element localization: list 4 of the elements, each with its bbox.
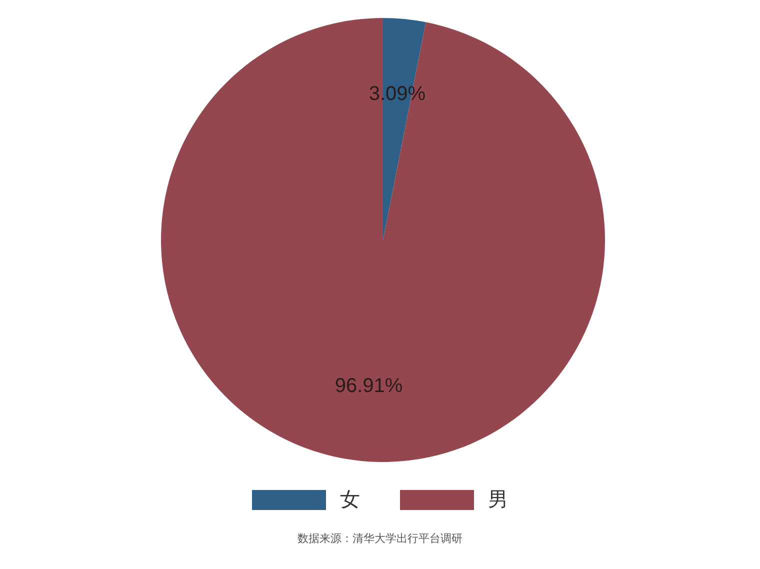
source-note: 数据来源：清华大学出行平台调研 bbox=[296, 531, 464, 546]
data-label: 96.91% bbox=[334, 374, 403, 397]
legend-label: 男 bbox=[488, 486, 508, 513]
legend-label: 女 bbox=[340, 486, 360, 513]
